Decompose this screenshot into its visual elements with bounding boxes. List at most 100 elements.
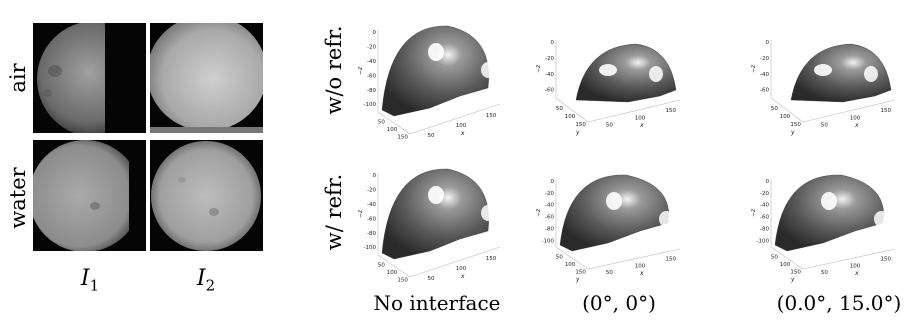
highlight-spot — [481, 205, 495, 221]
y-tick-label: 150 — [575, 269, 586, 275]
z-tick-label: -20 — [545, 191, 554, 197]
z-tick-label: -20 — [367, 44, 376, 50]
y-axis-line — [377, 111, 411, 135]
x-axis-line — [587, 248, 681, 270]
x-axis-line — [802, 248, 896, 270]
highlight-spot — [606, 192, 622, 210]
x-axis-title: x — [639, 270, 644, 277]
z-tick-label: 0 — [766, 40, 770, 46]
dome-surface — [774, 174, 884, 252]
z-tick-label: 0 — [551, 40, 555, 46]
caption-angle-0-15: (0.0°, 15.0°) — [776, 291, 902, 315]
col-label-i2: I2 — [196, 266, 216, 295]
x-tick-label: 100 — [456, 266, 467, 272]
z-tick-label: -80 — [367, 88, 376, 94]
z-tick-label: 0 — [373, 173, 377, 179]
x-tick-label: 100 — [635, 263, 646, 269]
highlight-spot — [814, 64, 832, 76]
z-tick-label: -60 — [760, 88, 769, 94]
y-axis-line — [555, 97, 589, 123]
highlight-spot — [659, 211, 673, 227]
y-axis-line — [770, 246, 804, 270]
z-tick-label: -100 — [542, 238, 555, 244]
y-tick-label: 100 — [780, 114, 791, 120]
highlight-spot — [428, 43, 444, 61]
dome-surface — [559, 174, 669, 252]
dome-surface — [575, 43, 677, 103]
y-tick-label: 150 — [790, 122, 801, 128]
x-axis-title: x — [639, 122, 644, 129]
z-tick-label: -20 — [545, 56, 554, 62]
y-tick-label: 100 — [565, 114, 576, 120]
z-tick-label: -80 — [367, 231, 376, 237]
z-tick-label: -20 — [367, 187, 376, 193]
z-tick-label: -40 — [367, 59, 376, 65]
dome-surface — [381, 25, 489, 117]
z-axis-title: −z — [357, 209, 364, 218]
y-tick-label: 100 — [387, 270, 398, 276]
col-label-i1: I1 — [80, 266, 100, 295]
highlight-spot — [874, 211, 888, 227]
dome-surface — [790, 43, 892, 103]
x-axis-line — [409, 246, 501, 278]
x-axis-title: x — [854, 122, 859, 129]
z-tick-label: -40 — [545, 72, 554, 78]
z-tick-label: -60 — [545, 215, 554, 221]
highlight-spot — [649, 66, 663, 82]
y-tick-label: 100 — [387, 127, 398, 133]
highlight-spot — [821, 192, 837, 210]
z-tick-label: -60 — [545, 88, 554, 94]
x-tick-label: 50 — [606, 270, 613, 276]
y-tick-label: 50 — [556, 255, 563, 261]
z-tick-label: -100 — [757, 238, 770, 244]
z-tick-label: -100 — [364, 245, 377, 251]
x-tick-label: 150 — [486, 256, 497, 262]
y-tick-label: 50 — [771, 255, 778, 261]
highlight-spot — [599, 64, 617, 76]
z-tick-label: -100 — [364, 102, 377, 108]
caption-angle-0-0: (0°, 0°) — [582, 291, 656, 315]
x-tick-label: 50 — [821, 270, 828, 276]
z-tick-label: 0 — [551, 179, 555, 185]
z-tick-label: -60 — [760, 215, 769, 221]
y-axis-title: y — [790, 276, 795, 283]
z-axis-title: −z — [535, 64, 542, 73]
photo-air-i1 — [33, 23, 146, 133]
row-label-with-refraction: w/ refr. — [322, 173, 346, 251]
y-tick-label: 50 — [771, 106, 778, 112]
row-label-water: water — [6, 167, 30, 229]
z-tick-label: -60 — [367, 73, 376, 79]
y-tick-label: 50 — [556, 106, 563, 112]
z-axis-title: −z — [357, 66, 364, 75]
highlight-spot — [428, 186, 444, 204]
z-tick-label: -40 — [545, 203, 554, 209]
y-tick-label: 50 — [378, 263, 385, 269]
photo-air-i2 — [150, 23, 263, 133]
x-axis-line — [802, 99, 896, 123]
dome-surface — [381, 168, 489, 260]
photo-water-i2 — [150, 140, 263, 251]
y-axis-title: y — [397, 284, 402, 285]
x-tick-label: 150 — [880, 257, 891, 263]
x-axis-title: x — [854, 270, 859, 277]
z-tick-label: -60 — [367, 216, 376, 222]
y-tick-label: 50 — [378, 120, 385, 126]
z-tick-label: -40 — [367, 202, 376, 208]
row-label-without-refraction: w/o refr. — [322, 25, 346, 115]
y-tick-label: 100 — [565, 262, 576, 268]
photo-water-i1 — [33, 140, 146, 251]
x-axis-title: x — [460, 130, 465, 137]
x-axis-line — [409, 103, 501, 135]
x-tick-label: 100 — [456, 123, 467, 129]
caption-no-interface: No interface — [373, 291, 501, 315]
y-axis-title: y — [790, 129, 795, 136]
y-axis-title: y — [397, 141, 402, 142]
highlight-spot — [481, 62, 495, 78]
z-tick-label: -40 — [760, 203, 769, 209]
x-tick-label: 100 — [850, 115, 861, 121]
